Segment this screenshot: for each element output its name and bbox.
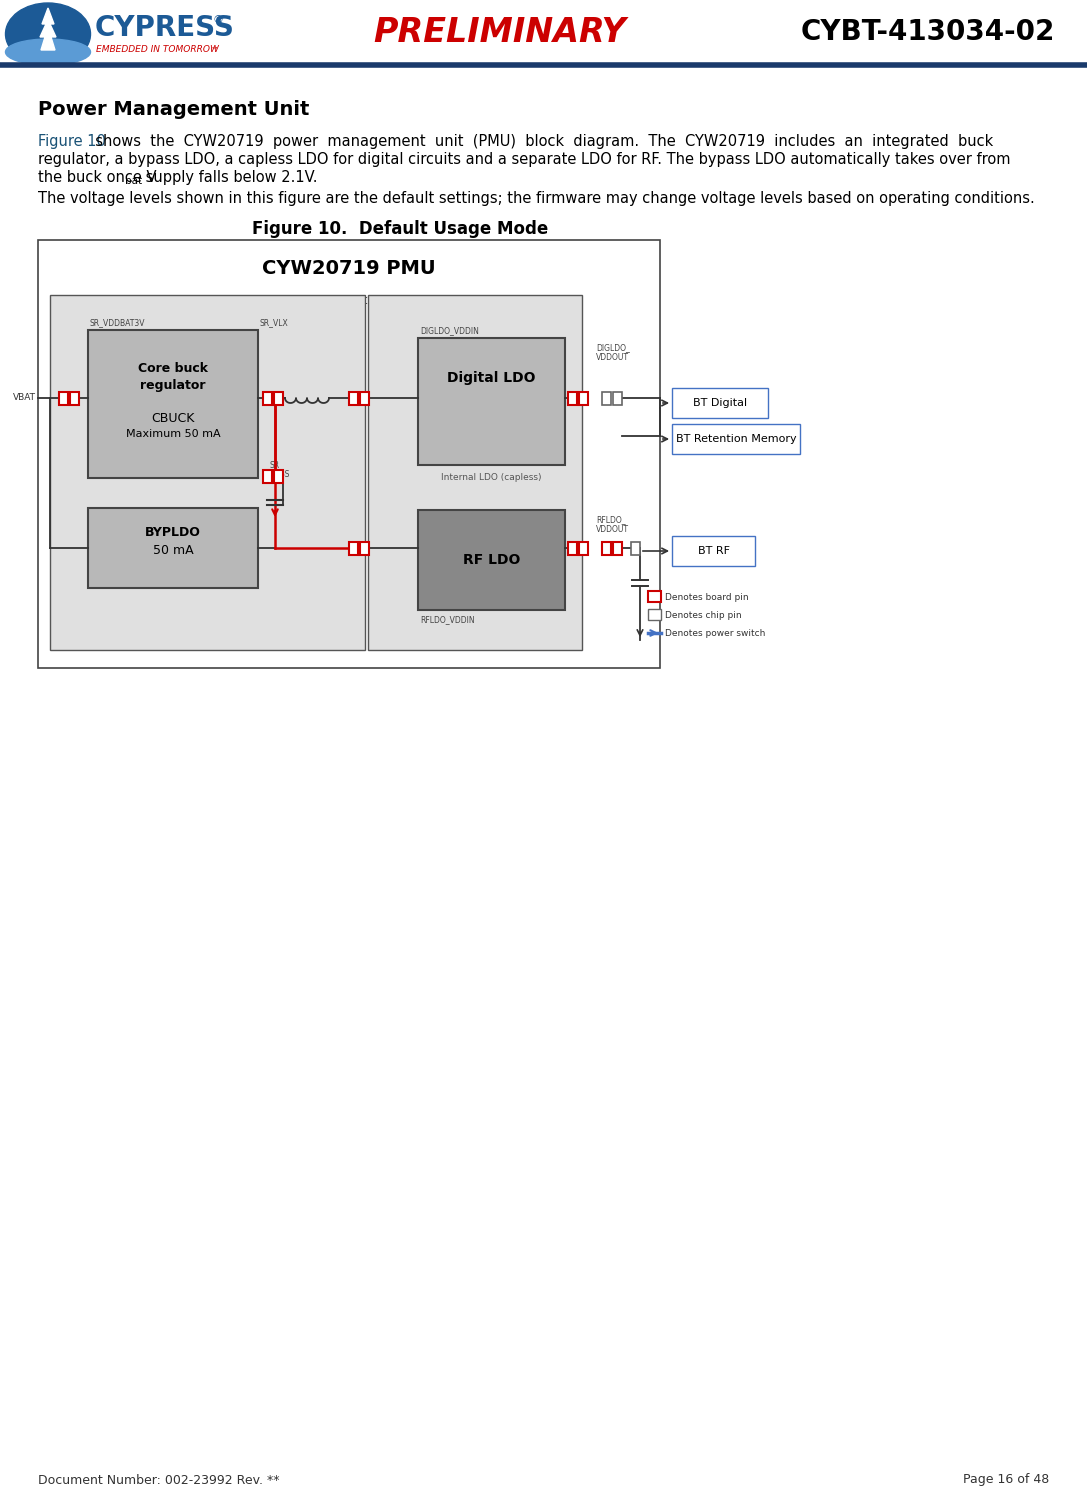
Text: CYPRESS: CYPRESS <box>95 13 235 42</box>
Text: Denotes power switch: Denotes power switch <box>665 629 765 638</box>
Bar <box>59 391 67 405</box>
Bar <box>648 592 661 602</box>
Ellipse shape <box>5 3 90 66</box>
Text: ®: ® <box>213 15 224 25</box>
Bar <box>578 391 587 405</box>
Bar <box>274 391 283 405</box>
Text: BT Retention Memory: BT Retention Memory <box>676 433 797 444</box>
Bar <box>567 391 576 405</box>
Text: Denotes chip pin: Denotes chip pin <box>665 611 741 620</box>
Text: regulator: regulator <box>140 378 205 391</box>
Text: regulator, a bypass LDO, a capless LDO for digital circuits and a separate LDO f: regulator, a bypass LDO, a capless LDO f… <box>38 152 1011 167</box>
Text: Power Management Unit: Power Management Unit <box>38 100 310 120</box>
Text: supply falls below 2.1V.: supply falls below 2.1V. <box>141 170 317 185</box>
Text: ™: ™ <box>211 45 218 54</box>
Bar <box>601 541 611 554</box>
Text: Figure 10: Figure 10 <box>38 134 105 149</box>
Bar <box>262 469 272 483</box>
Bar <box>612 391 622 405</box>
Text: BYPLDO: BYPLDO <box>145 526 201 538</box>
Text: Core buck: Core buck <box>138 362 208 375</box>
Polygon shape <box>40 7 57 49</box>
Text: the buck once V: the buck once V <box>38 170 157 185</box>
Bar <box>262 391 272 405</box>
Text: Internal LDO (capless): Internal LDO (capless) <box>441 472 541 481</box>
Text: EMBEDDED IN TOMORROW: EMBEDDED IN TOMORROW <box>96 45 218 54</box>
Bar <box>601 391 611 405</box>
Bar <box>418 338 565 465</box>
Bar <box>88 330 258 478</box>
Text: SR_
PVSS: SR_ PVSS <box>270 460 289 480</box>
Bar <box>418 509 565 610</box>
Text: SR_VLX: SR_VLX <box>259 318 288 327</box>
Bar <box>360 391 368 405</box>
Text: bat: bat <box>125 176 142 185</box>
Bar <box>672 536 755 566</box>
Text: Document Number: 002-23992 Rev. **: Document Number: 002-23992 Rev. ** <box>38 1473 279 1487</box>
Text: VBAT: 1.76V to 3.63V: VBAT: 1.76V to 3.63V <box>283 293 415 306</box>
Text: Digital LDO: Digital LDO <box>447 371 536 385</box>
Text: DIGLDO_
VDDOUT: DIGLDO_ VDDOUT <box>596 344 629 363</box>
Bar <box>672 424 800 454</box>
Bar <box>88 508 258 589</box>
Bar <box>274 469 283 483</box>
Text: The voltage levels shown in this figure are the default settings; the firmware m: The voltage levels shown in this figure … <box>38 191 1035 206</box>
Bar <box>50 294 365 650</box>
Text: BT Digital: BT Digital <box>692 397 747 408</box>
Text: CYBT-413034-02: CYBT-413034-02 <box>801 18 1055 46</box>
Text: VBAT: VBAT <box>13 393 36 402</box>
Bar <box>672 388 769 418</box>
Text: DIGLDO_VDDIN: DIGLDO_VDDIN <box>420 326 479 335</box>
Bar <box>38 241 660 668</box>
Bar <box>349 541 358 554</box>
Text: Denotes board pin: Denotes board pin <box>665 593 749 602</box>
Text: shows  the  CYW20719  power  management  unit  (PMU)  block  diagram.  The  CYW2: shows the CYW20719 power management unit… <box>86 134 994 149</box>
Bar <box>360 541 368 554</box>
Text: BT RF: BT RF <box>698 545 729 556</box>
Text: RFLDO_VDDIN: RFLDO_VDDIN <box>420 616 475 624</box>
Text: Figure 10.  Default Usage Mode: Figure 10. Default Usage Mode <box>252 220 548 238</box>
Bar <box>567 541 576 554</box>
Text: SR_VDDBAT3V: SR_VDDBAT3V <box>90 318 146 327</box>
Ellipse shape <box>5 39 90 66</box>
Text: CBUCK: CBUCK <box>151 411 195 424</box>
Text: RF LDO: RF LDO <box>463 553 521 568</box>
Text: Maximum 50 mA: Maximum 50 mA <box>126 429 221 439</box>
Bar <box>630 541 639 554</box>
Text: RFLDO_
VDDOUT: RFLDO_ VDDOUT <box>596 515 629 535</box>
Bar <box>578 541 587 554</box>
Text: PRELIMINARY: PRELIMINARY <box>374 15 626 48</box>
Bar <box>70 391 78 405</box>
Bar <box>368 294 582 650</box>
Bar <box>612 541 622 554</box>
Bar <box>349 391 358 405</box>
Bar <box>648 610 661 620</box>
Text: 50 mA: 50 mA <box>152 544 193 556</box>
Text: Page 16 of 48: Page 16 of 48 <box>963 1473 1049 1487</box>
Text: CYW20719 PMU: CYW20719 PMU <box>262 258 436 278</box>
